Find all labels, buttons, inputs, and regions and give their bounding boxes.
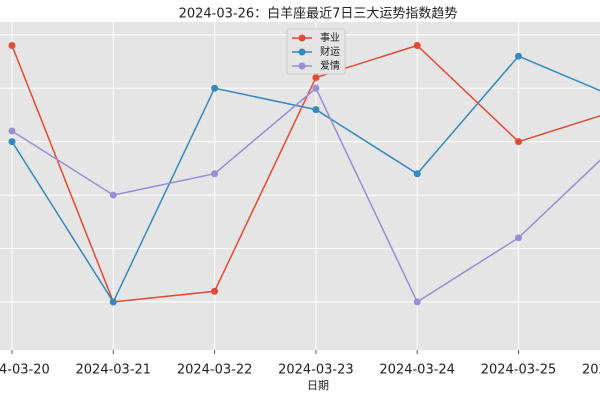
- point: [109, 298, 117, 306]
- x-tick-label: 2024-03-23: [278, 363, 354, 378]
- x-axis-label: 日期: [307, 379, 329, 392]
- point: [109, 191, 117, 199]
- legend-label: 爱情: [320, 59, 340, 72]
- legend-label: 事业: [320, 31, 340, 44]
- point: [515, 234, 522, 242]
- point: [8, 138, 16, 146]
- point: [312, 84, 320, 92]
- point: [211, 287, 219, 295]
- x-tick-label: 2024-03-21: [76, 363, 152, 378]
- point: [515, 52, 522, 60]
- point: [413, 170, 421, 178]
- point: [312, 74, 320, 82]
- legend-marker: [298, 62, 306, 70]
- legend-label: 财运: [320, 45, 340, 58]
- legend-marker: [298, 48, 306, 56]
- point: [515, 138, 522, 146]
- point: [413, 42, 421, 50]
- x-tick-label: 2024-03-22: [177, 363, 253, 378]
- legend-marker: [298, 34, 306, 42]
- x-tick-label: 2024-03-25: [481, 363, 557, 378]
- x-tick-label: 2024-03-24: [379, 363, 455, 378]
- chart-title: 2024-03-26：白羊座最近7日三大运势指数趋势: [179, 6, 458, 22]
- point: [211, 170, 219, 178]
- x-tick-label: 2024-03-26: [582, 363, 600, 378]
- point: [8, 127, 16, 135]
- point: [211, 84, 219, 92]
- point: [8, 42, 16, 50]
- x-tick-label: 2024-03-20: [0, 363, 50, 378]
- point: [312, 106, 320, 114]
- point: [413, 298, 421, 306]
